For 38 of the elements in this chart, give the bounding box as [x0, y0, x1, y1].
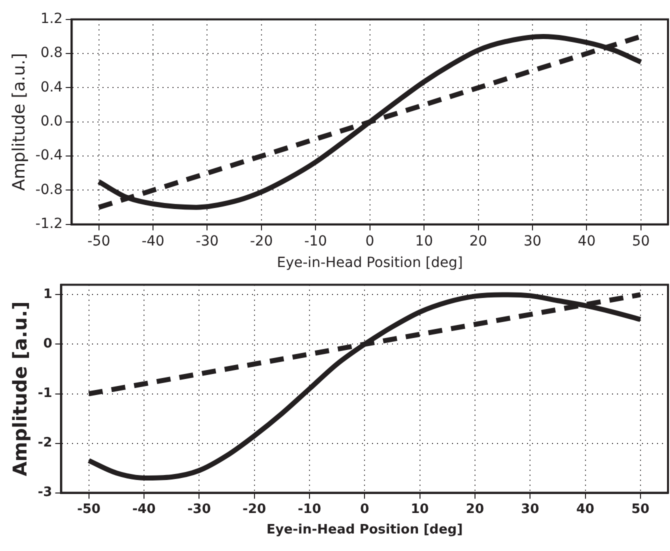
y-tick-label: -1.2: [35, 216, 63, 232]
y-axis-title: Amplitude [a.u.]: [9, 301, 32, 476]
y-tick-label: 0: [43, 336, 52, 352]
x-tick-label: -40: [132, 502, 156, 517]
x-tick-label: -10: [304, 233, 328, 250]
x-tick-label: -50: [87, 233, 110, 250]
x-tick-label: -30: [196, 233, 219, 250]
x-tick-label: -30: [187, 502, 211, 517]
x-tick-label: -20: [250, 233, 273, 250]
x-tick-label: 50: [631, 502, 650, 517]
x-tick-label: -20: [242, 502, 266, 517]
x-tick-label: 50: [632, 233, 650, 250]
x-tick-label: 40: [578, 233, 596, 250]
x-tick-label: 10: [415, 233, 433, 250]
y-tick-label: 0.8: [40, 45, 63, 62]
y-tick-label: -0.4: [35, 148, 63, 164]
x-tick-label: 20: [469, 233, 488, 250]
y-tick-label: 0.4: [40, 79, 63, 96]
x-tick-label: -40: [142, 233, 164, 250]
x-tick-label: 30: [524, 233, 542, 250]
y-tick-label: 1.2: [40, 11, 63, 28]
x-tick-label: 20: [466, 502, 484, 517]
x-tick-label: 30: [521, 502, 540, 517]
x-tick-label: 40: [576, 502, 594, 517]
x-tick-label: 0: [360, 502, 370, 517]
x-axis-title: Eye-in-Head Position [deg]: [276, 255, 463, 272]
x-tick-label: -10: [298, 502, 322, 517]
y-axis-title: Amplitude [a.u.]: [10, 53, 30, 191]
x-tick-label: 0: [365, 233, 374, 250]
y-tick-label: 1: [43, 287, 52, 302]
y-tick-label: -2: [38, 436, 52, 451]
x-tick-label: -50: [77, 502, 101, 517]
y-tick-label: 0.0: [40, 114, 63, 130]
y-tick-label: -3: [38, 485, 52, 500]
y-tick-label: -1: [38, 386, 52, 402]
x-axis-title: Eye-in-Head Position [deg]: [266, 522, 463, 538]
y-tick-label: -0.8: [35, 182, 63, 198]
x-tick-label: 10: [410, 502, 429, 517]
